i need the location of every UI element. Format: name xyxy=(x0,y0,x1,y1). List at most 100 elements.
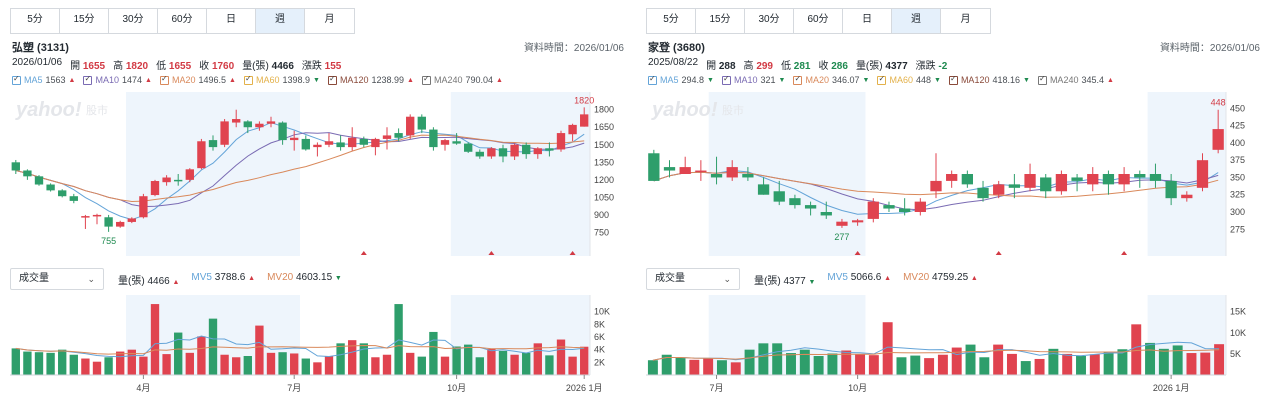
tab-5min[interactable]: 5分 xyxy=(11,9,60,33)
triangle-down-icon: ▼ xyxy=(862,76,870,84)
tab-15min[interactable]: 15分 xyxy=(696,9,745,33)
tab-month[interactable]: 月 xyxy=(941,9,990,33)
checkbox-icon[interactable] xyxy=(327,74,337,85)
candle xyxy=(197,141,206,169)
candle xyxy=(208,140,218,148)
mv20-value: MV20 4759.25 ▲ xyxy=(903,272,978,283)
candle xyxy=(1040,177,1052,192)
x-tick-label: 10月 xyxy=(848,383,867,393)
ma-label: MA240 xyxy=(1049,75,1079,85)
volume-bar xyxy=(1076,356,1086,375)
checkbox-icon[interactable] xyxy=(83,74,93,85)
ma-label: MA10 xyxy=(733,75,758,85)
tab-week[interactable]: 週 xyxy=(256,9,305,33)
max-label: 448 xyxy=(1211,98,1226,108)
triangle-up-icon: ▲ xyxy=(1107,76,1114,84)
volume-bar xyxy=(46,352,55,375)
checkbox-icon[interactable] xyxy=(648,74,657,85)
quote-open: 開 1655 xyxy=(70,61,106,72)
volume-bar xyxy=(1089,354,1100,375)
volume-bar xyxy=(1200,352,1211,375)
volume-bar xyxy=(882,322,893,375)
tab-5min[interactable]: 5分 xyxy=(647,9,696,33)
volume-bar xyxy=(1172,345,1183,375)
triangle-up-icon: ▲ xyxy=(145,76,152,84)
x-tick-label: 2026 1月 xyxy=(1153,383,1190,393)
tab-week[interactable]: 週 xyxy=(892,9,941,33)
candle xyxy=(1149,174,1162,181)
x-tick-label: 2026 1月 xyxy=(566,383,603,393)
tab-60min[interactable]: 60分 xyxy=(158,9,207,33)
candle xyxy=(440,140,450,145)
triangle-up-icon: ▲ xyxy=(407,76,414,84)
tab-month[interactable]: 月 xyxy=(305,9,354,33)
volume-bar xyxy=(937,354,948,375)
stock-name: 家登 (3680) xyxy=(648,42,705,54)
volume-bar xyxy=(139,356,148,375)
volume-bar xyxy=(278,352,287,375)
period-tabs: 5分 15分 30分 60分 日 週 月 xyxy=(10,8,355,34)
candle xyxy=(162,177,171,183)
volume-bar xyxy=(313,362,322,375)
volume-select[interactable]: 成交量 ⌄ xyxy=(646,268,740,290)
checkbox-icon[interactable] xyxy=(243,74,253,85)
candle xyxy=(695,170,707,173)
tab-day[interactable]: 日 xyxy=(207,9,256,33)
candle xyxy=(127,218,136,222)
tab-60min[interactable]: 60分 xyxy=(794,9,843,33)
tab-day[interactable]: 日 xyxy=(843,9,892,33)
volume-bar xyxy=(301,358,310,375)
volume-bar xyxy=(104,357,113,375)
checkbox-icon[interactable] xyxy=(421,74,431,85)
checkbox-icon[interactable] xyxy=(159,74,169,85)
volume-bar xyxy=(69,354,78,375)
candle xyxy=(255,123,264,128)
volume-bar xyxy=(910,355,921,375)
checkbox-icon[interactable] xyxy=(793,74,803,85)
volume-bar xyxy=(827,353,838,375)
x-tick-label: 7月 xyxy=(287,383,301,393)
triangle-down-icon: ▼ xyxy=(707,76,714,84)
volume-bar xyxy=(580,346,589,375)
ma-value: 1563 xyxy=(45,75,66,85)
checkbox-icon[interactable] xyxy=(948,74,958,85)
volume-bar xyxy=(243,356,252,375)
checkbox-icon[interactable] xyxy=(1037,74,1047,85)
candle xyxy=(820,212,832,216)
shade-band xyxy=(450,92,590,256)
triangle-down-icon: ▼ xyxy=(334,275,342,282)
vol-tick-label: 8K xyxy=(594,319,605,329)
checkbox-icon[interactable] xyxy=(721,74,731,85)
tab-30min[interactable]: 30分 xyxy=(745,9,794,33)
volume-bar xyxy=(924,358,935,375)
y-tick-label: 1650 xyxy=(594,122,614,132)
candle xyxy=(1134,174,1146,178)
checkbox-icon[interactable] xyxy=(877,74,887,85)
mv20-value: MV20 4603.15 ▼ xyxy=(267,272,342,283)
y-tick-label: 375 xyxy=(1230,155,1245,165)
volume-bar xyxy=(556,339,566,375)
stock-panel-gudeng: 5分 15分 30分 60分 日 週 月 家登 (3680) 資料時間：2026… xyxy=(646,0,1266,416)
event-marker xyxy=(569,251,576,255)
checkbox-icon[interactable] xyxy=(12,74,21,85)
candle xyxy=(139,196,148,218)
candle xyxy=(104,217,113,227)
volume-bar xyxy=(487,349,496,375)
tab-15min[interactable]: 15分 xyxy=(60,9,109,33)
triangle-up-icon: ▲ xyxy=(68,76,76,84)
candle xyxy=(726,167,738,178)
tab-30min[interactable]: 30分 xyxy=(109,9,158,33)
volume-select[interactable]: 成交量 ⌄ xyxy=(10,268,104,290)
